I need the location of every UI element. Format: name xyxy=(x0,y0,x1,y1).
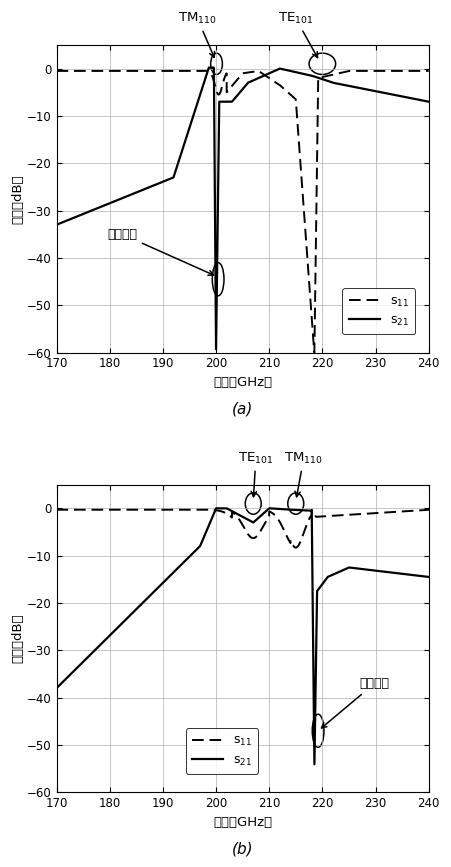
s$_{11}$ xyxy=(296,540,301,551)
s$_{21}$ xyxy=(312,759,317,770)
Text: TE$_{101}$: TE$_{101}$ xyxy=(278,11,318,57)
s$_{21}$ xyxy=(206,62,212,73)
s$_{21}$ xyxy=(54,683,59,694)
s$_{21}$ xyxy=(296,505,301,515)
X-axis label: 频率（GHz）: 频率（GHz） xyxy=(213,816,272,829)
Text: TE$_{101}$: TE$_{101}$ xyxy=(238,451,274,497)
s$_{21}$ xyxy=(196,94,202,104)
s$_{21}$ xyxy=(426,571,432,582)
s$_{11}$ xyxy=(54,66,59,76)
s$_{21}$ xyxy=(54,219,59,230)
Line: s$_{11}$: s$_{11}$ xyxy=(56,508,429,548)
s$_{11}$ xyxy=(121,66,127,76)
s$_{21}$ xyxy=(331,78,337,88)
Line: s$_{11}$: s$_{11}$ xyxy=(56,71,429,353)
Text: 传输零点: 传输零点 xyxy=(322,677,390,728)
Y-axis label: 幅度（dB）: 幅度（dB） xyxy=(11,614,24,663)
s$_{21}$ xyxy=(360,83,365,94)
s$_{11}$ xyxy=(312,348,317,358)
s$_{21}$ xyxy=(213,503,219,513)
s$_{11}$ xyxy=(54,505,59,515)
s$_{21}$ xyxy=(277,504,282,514)
s$_{11}$ xyxy=(331,511,337,521)
s$_{21}$ xyxy=(121,192,127,203)
Line: s$_{21}$: s$_{21}$ xyxy=(56,508,429,765)
Legend: s$_{11}$, s$_{21}$: s$_{11}$, s$_{21}$ xyxy=(185,728,258,773)
s$_{21}$ xyxy=(360,564,365,574)
s$_{11}$ xyxy=(277,80,282,90)
s$_{21}$ xyxy=(277,63,283,74)
s$_{11}$ xyxy=(426,66,432,76)
s$_{11}$ xyxy=(196,505,202,515)
s$_{11}$ xyxy=(293,543,299,553)
s$_{11}$ xyxy=(277,517,282,527)
s$_{21}$ xyxy=(296,68,301,78)
s$_{11}$ xyxy=(426,503,432,513)
s$_{21}$ xyxy=(213,344,219,355)
s$_{21}$ xyxy=(196,543,202,553)
s$_{21}$ xyxy=(331,569,337,579)
Y-axis label: 幅度（dB）: 幅度（dB） xyxy=(11,174,24,224)
s$_{11}$ xyxy=(360,509,365,519)
s$_{21}$ xyxy=(426,96,432,107)
s$_{11}$ xyxy=(121,505,127,515)
s$_{11}$ xyxy=(331,69,337,80)
Text: (a): (a) xyxy=(232,401,253,417)
X-axis label: 频率（GHz）: 频率（GHz） xyxy=(213,376,272,389)
Line: s$_{21}$: s$_{21}$ xyxy=(56,68,429,349)
Text: TM$_{110}$: TM$_{110}$ xyxy=(178,11,217,57)
s$_{11}$ xyxy=(296,133,301,143)
Text: TM$_{110}$: TM$_{110}$ xyxy=(285,451,323,497)
s$_{11}$ xyxy=(360,66,365,76)
Text: 传输零点: 传输零点 xyxy=(107,228,213,275)
Legend: s$_{11}$, s$_{21}$: s$_{11}$, s$_{21}$ xyxy=(342,289,415,334)
s$_{21}$ xyxy=(121,616,127,627)
Text: (b): (b) xyxy=(232,842,253,857)
s$_{11}$ xyxy=(196,66,202,76)
